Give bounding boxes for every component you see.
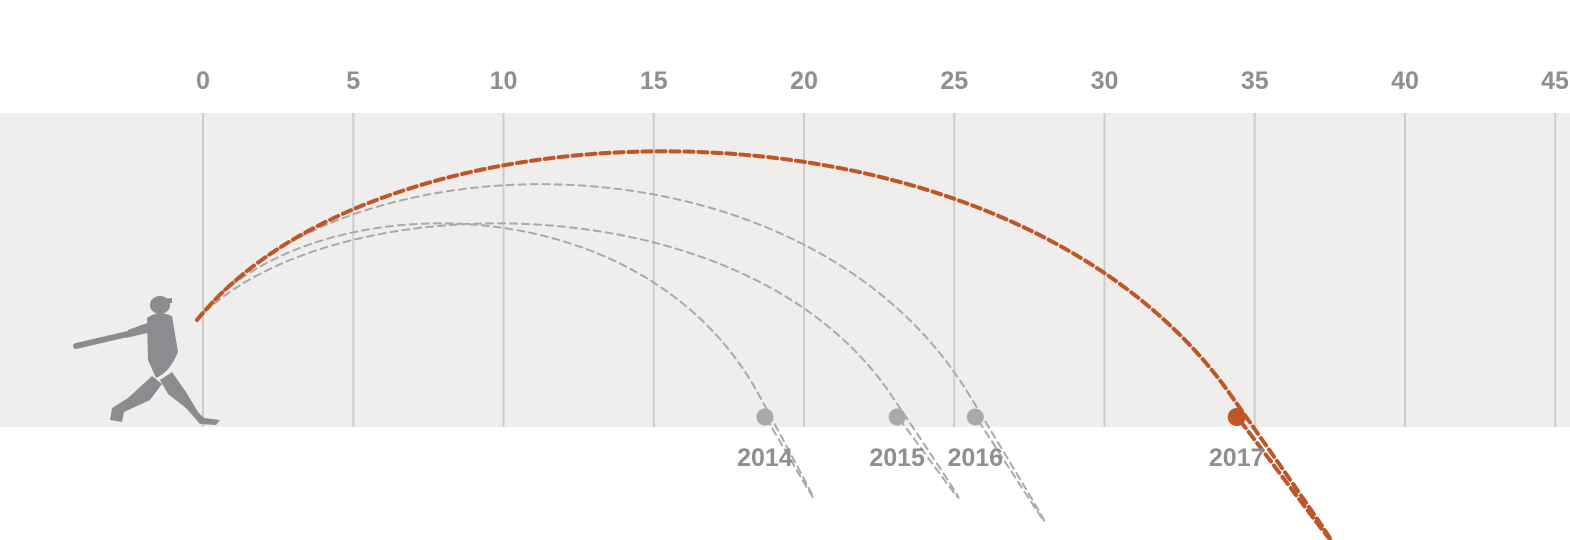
arc-2016: [196, 183, 1046, 523]
year-labels: 2014 2015 2016 2017: [737, 444, 1264, 472]
year-label-2014: 2014: [737, 444, 793, 472]
x-tick-label: 20: [790, 67, 818, 95]
year-label-2016: 2016: [947, 444, 1003, 472]
arc-2017: [195, 149, 1334, 540]
arc-2014: [196, 222, 815, 499]
arc-2015: [196, 222, 960, 499]
x-axis-ticks: 0 5 10 15 20 25 30 35 40 45: [196, 67, 1569, 95]
x-tick-label: 10: [490, 67, 518, 95]
x-tick-label: 35: [1241, 67, 1269, 95]
x-tick-label: 0: [196, 67, 210, 95]
batter-silhouette-icon: [73, 296, 220, 425]
x-tick-label: 45: [1541, 67, 1569, 95]
arcs: [195, 149, 1334, 540]
x-tick-label: 30: [1091, 67, 1119, 95]
landing-point-2017: [1227, 408, 1246, 426]
x-tick-label: 5: [346, 67, 360, 95]
x-tick-label: 25: [940, 67, 968, 95]
landing-points: [756, 408, 1246, 426]
x-tick-label: 40: [1391, 67, 1419, 95]
year-label-2015: 2015: [869, 444, 925, 472]
landing-point-2014: [756, 408, 774, 426]
landing-point-2015: [888, 408, 906, 426]
plot-background: [0, 113, 1570, 427]
x-tick-label: 15: [640, 67, 668, 95]
year-label-2017: 2017: [1209, 444, 1265, 472]
landing-point-2016: [966, 408, 984, 426]
